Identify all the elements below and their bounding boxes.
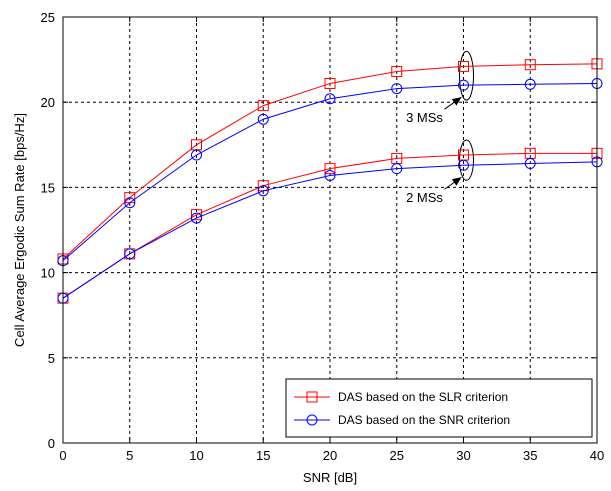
- annotation-label: 2 MSs: [406, 190, 443, 205]
- data-point: [124, 197, 136, 209]
- x-tick-label: 5: [126, 448, 133, 463]
- y-tick-label: 5: [48, 351, 55, 366]
- data-point: [524, 78, 536, 90]
- legend-box: [285, 378, 593, 438]
- data-point: [257, 113, 269, 125]
- data-point: [324, 163, 336, 175]
- legend-label: DAS based on the SLR criterion: [338, 390, 508, 404]
- data-point: [324, 77, 336, 89]
- data-point: [391, 83, 403, 95]
- annotation-label: 3 MSs: [406, 110, 443, 125]
- legend: DAS based on the SLR criterion DAS based …: [285, 378, 593, 438]
- legend-label: DAS based on the SNR criterion: [338, 413, 510, 427]
- x-tick-label: 0: [59, 448, 66, 463]
- series-line: [62, 161, 598, 299]
- data-point: [124, 248, 136, 260]
- data-point: [524, 59, 536, 71]
- series-line: [62, 82, 598, 262]
- x-tick-label: 35: [523, 448, 537, 463]
- data-point: [458, 79, 469, 91]
- annotation-ellipse: [459, 50, 474, 101]
- data-point: [191, 209, 202, 221]
- y-tick-label: 15: [41, 180, 55, 195]
- x-tick-label: 25: [390, 448, 404, 463]
- legend-marker: [306, 391, 318, 403]
- x-tick-label: 40: [590, 448, 604, 463]
- y-tick-label: 20: [41, 95, 55, 110]
- legend-item-1: DAS based on the SLR criterion: [294, 390, 508, 404]
- x-tick-label: 15: [256, 448, 270, 463]
- data-point: [324, 169, 336, 181]
- legend-item-2: DAS based on the SNR criterion: [294, 413, 510, 427]
- x-tick-label: 30: [456, 448, 470, 463]
- annotations: 3 MSs 2 MSs: [406, 50, 474, 205]
- annotation-arrowhead: [451, 177, 462, 186]
- x-tick-label: 10: [189, 448, 203, 463]
- data-point: [391, 163, 403, 175]
- data-point: [458, 159, 469, 171]
- data-point: [324, 93, 336, 105]
- annotation-arrowhead: [451, 97, 462, 106]
- y-tick-label: 0: [48, 436, 55, 451]
- series-line: [62, 152, 597, 299]
- series-2: [57, 77, 603, 267]
- y-axis-label: Cell Average Ergodic Sum Rate [bps/Hz]: [12, 113, 27, 347]
- y-tick-label: 10: [41, 266, 55, 281]
- annotation-3-mss: 3 MSs: [406, 50, 474, 125]
- data-point: [191, 149, 202, 161]
- data-point: [257, 100, 269, 112]
- data-point: [191, 212, 202, 224]
- x-axis-label: SNR [dB]: [303, 470, 357, 485]
- ticks: 0 5 10 15 20 25 30 35 40 0 5 10 15 20 25: [41, 10, 605, 463]
- grid: [63, 17, 597, 443]
- annotation-2-mss: 2 MSs: [406, 139, 474, 205]
- data-point: [458, 60, 469, 72]
- data-point: [524, 158, 536, 170]
- series-line: [62, 63, 598, 260]
- legend-marker: [306, 414, 318, 426]
- y-tick-label: 25: [41, 10, 55, 25]
- data-point: [257, 185, 269, 197]
- data-point: [391, 66, 403, 78]
- series-layer: [57, 58, 603, 304]
- x-tick-label: 20: [323, 448, 337, 463]
